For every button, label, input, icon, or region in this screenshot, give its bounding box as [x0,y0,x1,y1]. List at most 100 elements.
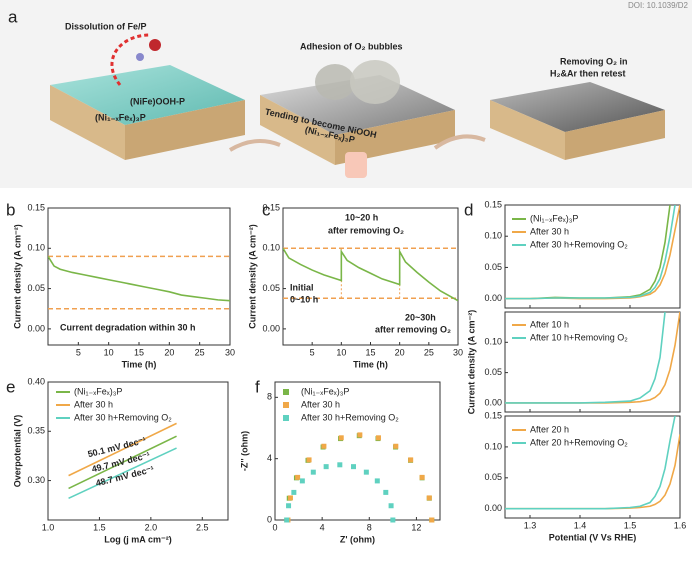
series-line [505,312,666,404]
slab-1 [50,33,245,160]
point [321,443,327,449]
annotation: after removing O₂ [328,225,404,235]
x-tick-label: 8 [367,522,372,532]
y-tick-label: 0.00 [27,323,45,333]
x-tick-label: 12 [411,522,421,532]
x-tick-label: 20 [164,347,174,357]
x-tick-label: 1.0 [42,522,55,532]
x-axis-label: Time (h) [122,359,157,369]
y-tick-label: 0.10 [262,243,280,253]
point [374,478,380,484]
plot-frame [504,415,681,519]
annotation: 10~20 h [345,212,378,222]
y-axis-label: -Z'' (ohm) [239,431,249,471]
annotation: Current degradation within 30 h [60,322,196,332]
y-tick-label: 0.05 [27,283,45,293]
point [426,495,432,501]
x-tick-label: 15 [365,347,375,357]
panel-label: c [262,200,271,219]
point [323,464,329,470]
y-tick-label: 0.05 [262,283,280,293]
caption: Adhesion of O₂ bubbles [300,41,403,51]
point [338,435,344,441]
x-axis-label: Potential (V Vs RHE) [549,532,637,542]
legend-label: After 30 h [301,399,340,409]
x-tick-label: 25 [195,347,205,357]
plot-frame [504,311,681,413]
y-tick-label: 0.00 [262,323,280,333]
point [310,469,316,475]
y-tick-label: 0.35 [27,426,45,436]
arrow [433,134,486,150]
panel-label: e [6,377,15,396]
y-tick-label: 0.30 [27,475,45,485]
y-tick-label: 0.00 [484,397,502,407]
arrow [228,139,281,152]
series-line [505,205,676,300]
legend-swatch [283,415,289,421]
x-tick-label: 2.0 [145,522,158,532]
y-tick-label: 0.40 [27,376,45,386]
layer-label: (Ni₁₋ₓFeₓ)₃P [95,112,146,122]
annotation: after removing O₂ [375,324,451,334]
x-tick-label: 5 [310,347,315,357]
y-tick-label: 0 [267,514,272,524]
legend-label: (Ni₁₋ₓFeₓ)₃P [530,213,578,223]
y-tick-label: 0.00 [484,503,502,513]
x-tick-label: 4 [320,522,325,532]
legend-label: After 30 h [530,226,569,236]
point [284,517,290,523]
point [350,464,356,470]
legend-label: After 20 h+Removing O₂ [530,437,628,447]
point [429,517,435,523]
panel-label: f [255,377,260,396]
plot-frame [274,381,441,521]
legend-label: (Ni₁₋ₓFeₓ)₃P [301,386,349,396]
x-tick-label: 25 [424,347,434,357]
legend-label: After 30 h+Removing O₂ [530,239,628,249]
point [306,457,312,463]
y-tick-label: 0.10 [27,243,45,253]
y-tick-label: 0.05 [484,262,502,272]
y-tick-label: 0.10 [484,231,502,241]
point [291,489,297,495]
y-tick-label: 8 [267,392,272,402]
y-tick-label: 4 [267,453,272,463]
point [408,457,414,463]
x-tick-label: 5 [76,347,81,357]
caption: Dissolution of Fe/P [65,21,147,31]
legend-label: After 20 h [530,424,569,434]
point [375,435,381,441]
panel-label: d [464,200,473,219]
x-tick-label: 1.6 [674,520,687,530]
point [388,503,394,509]
point [287,495,293,501]
point [295,474,301,480]
legend-swatch [283,389,289,395]
panel-label: a [8,7,18,26]
slab-3 [490,82,665,160]
annotation: 20~30h [405,312,436,322]
slab-2 [260,60,455,178]
legend-label: After 30 h+Removing O₂ [301,412,399,422]
caption: Removing O₂ in [560,56,628,66]
y-tick-label: 0.15 [484,199,502,209]
legend-label: After 30 h [74,399,113,409]
annotation: 0~10 h [290,294,318,304]
plot-frame [504,204,681,309]
plot-frame [47,381,229,521]
series-line [68,422,177,477]
x-tick-label: 15 [134,347,144,357]
point [286,503,292,509]
layer-label: (NiFe)OOH-P [130,96,185,106]
legend-label: After 30 h+Removing O₂ [74,412,172,422]
x-tick-label: 30 [453,347,463,357]
y-tick-label: 0.15 [484,410,502,420]
x-tick-label: 2.5 [196,522,209,532]
x-tick-label: 1.3 [524,520,537,530]
x-axis-label: Time (h) [353,359,388,369]
y-tick-label: 0.05 [484,472,502,482]
annotation: Initial [290,282,314,292]
point [383,489,389,495]
